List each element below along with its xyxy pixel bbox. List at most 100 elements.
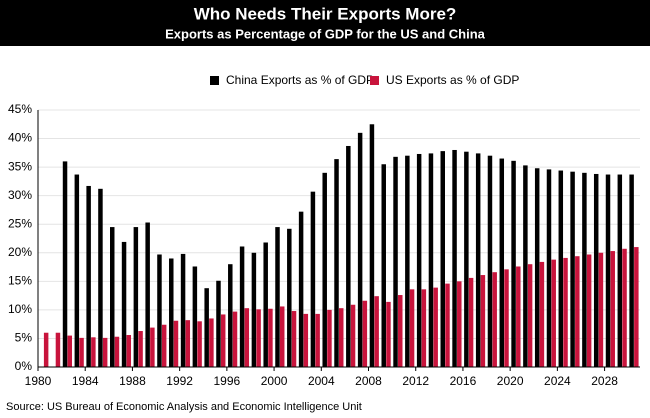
bar xyxy=(563,257,568,367)
bar xyxy=(244,308,250,367)
bar xyxy=(91,337,96,367)
bar xyxy=(593,173,599,367)
bar xyxy=(357,132,363,367)
bar xyxy=(133,227,139,367)
bar xyxy=(445,283,450,367)
bar xyxy=(428,153,434,367)
bar xyxy=(74,174,80,367)
bar xyxy=(468,277,474,367)
legend-swatch xyxy=(210,76,219,85)
bar xyxy=(145,222,150,367)
x-tick-label: 2016 xyxy=(450,374,477,388)
bar xyxy=(629,174,634,367)
bar xyxy=(232,311,238,367)
bar xyxy=(499,158,505,367)
bar xyxy=(204,288,209,367)
bar xyxy=(487,155,493,367)
bar xyxy=(180,253,186,367)
bar xyxy=(558,170,564,367)
bar xyxy=(492,272,497,367)
bar xyxy=(534,168,540,367)
bar xyxy=(539,261,545,367)
bar xyxy=(62,161,68,367)
x-tick-label: 1992 xyxy=(166,374,193,388)
bar xyxy=(374,296,379,367)
bar xyxy=(480,275,486,367)
bar xyxy=(504,269,509,367)
bar xyxy=(216,280,221,367)
x-tick-label: 1984 xyxy=(72,374,99,388)
x-tick-label: 2020 xyxy=(497,374,524,388)
bar xyxy=(138,331,143,367)
x-tick-label: 1996 xyxy=(214,374,241,388)
x-tick-label: 1980 xyxy=(25,374,52,388)
bar xyxy=(433,287,438,367)
bar xyxy=(440,151,445,367)
bar xyxy=(405,155,410,367)
bar xyxy=(610,251,615,367)
bar xyxy=(315,313,320,367)
y-tick-label: 10% xyxy=(8,302,32,316)
bar xyxy=(43,332,49,367)
bar xyxy=(228,264,233,367)
bar xyxy=(457,281,462,367)
bar xyxy=(98,188,103,367)
y-tick-label: 0% xyxy=(15,359,33,373)
bar xyxy=(575,256,580,367)
header-band xyxy=(0,0,650,46)
bar xyxy=(150,327,155,367)
bar xyxy=(381,164,386,367)
bar xyxy=(67,335,72,367)
legend-label: China Exports as % of GDP xyxy=(226,73,374,87)
bar xyxy=(334,159,339,367)
bar xyxy=(157,254,162,367)
bar xyxy=(516,266,521,367)
bar xyxy=(346,145,351,367)
x-tick-label: 2000 xyxy=(261,374,288,388)
bar xyxy=(173,320,179,367)
y-tick-label: 35% xyxy=(8,159,32,173)
bar xyxy=(475,153,481,367)
bar xyxy=(327,309,332,367)
bar xyxy=(350,304,356,367)
y-tick-label: 5% xyxy=(15,331,33,345)
bar xyxy=(409,289,415,367)
source: Source: US Bureau of Economic Analysis a… xyxy=(6,401,362,413)
bar xyxy=(268,308,273,367)
bar xyxy=(464,151,469,367)
bar xyxy=(209,318,214,367)
legend-label: US Exports as % of GDP xyxy=(386,73,519,87)
bar xyxy=(126,335,132,367)
bar xyxy=(161,324,167,367)
bar xyxy=(197,321,202,367)
bar xyxy=(617,174,623,367)
bar xyxy=(303,313,309,367)
bar xyxy=(570,171,575,367)
bar xyxy=(452,149,457,367)
bar xyxy=(386,301,391,367)
bar xyxy=(393,156,398,367)
bar xyxy=(102,337,108,367)
bar xyxy=(220,314,226,367)
bar xyxy=(339,308,344,367)
bar xyxy=(298,211,304,367)
bar xyxy=(310,191,316,367)
bar xyxy=(551,259,556,367)
chart-subtitle: Exports as Percentage of GDP for the US … xyxy=(165,26,486,41)
chart-title: Who Needs Their Exports More? xyxy=(194,4,457,23)
bar xyxy=(279,306,285,367)
bar xyxy=(239,246,245,367)
bar xyxy=(546,169,552,367)
bar xyxy=(605,174,611,367)
bar xyxy=(398,295,403,367)
y-tick-label: 15% xyxy=(8,274,32,288)
bar xyxy=(275,227,280,367)
bar xyxy=(55,332,61,367)
bar xyxy=(511,160,516,367)
y-tick-label: 20% xyxy=(8,245,32,259)
x-tick-label: 2012 xyxy=(402,374,429,388)
bar xyxy=(185,320,191,367)
bar xyxy=(369,124,375,368)
